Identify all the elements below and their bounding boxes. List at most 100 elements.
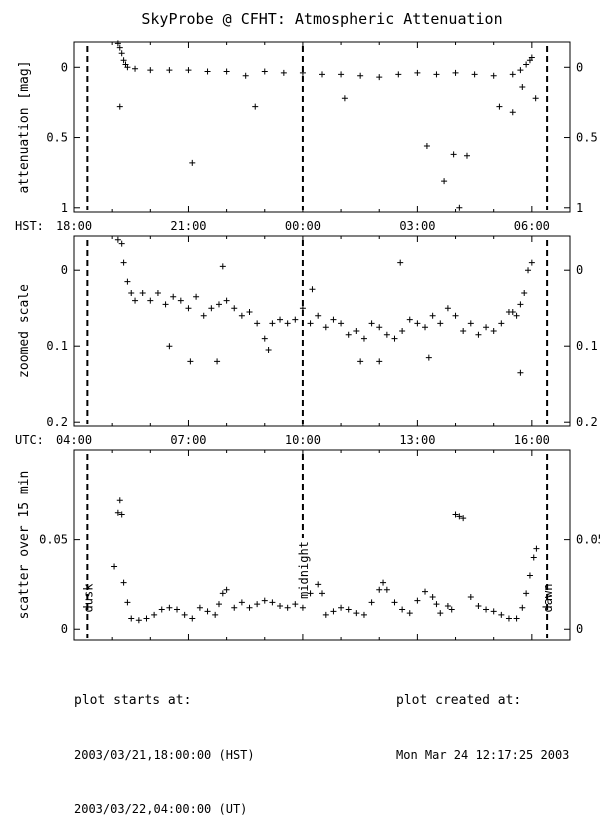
ytick-label-right: 0.5 xyxy=(576,131,598,145)
panel-scatter: 0 0 0.05 0.05 scatter over 15 min xyxy=(17,449,600,641)
hst-tick-label: 18:00 xyxy=(56,219,92,233)
data-point xyxy=(284,604,291,611)
data-point xyxy=(437,610,444,617)
data-point xyxy=(414,320,421,327)
ytick-label-right: 0 xyxy=(576,263,583,277)
data-point xyxy=(322,611,329,618)
plot-start-info: plot starts at: 2003/03/21,18:00:00 (HST… xyxy=(74,656,255,836)
utc-tick-label: 07:00 xyxy=(170,433,206,447)
data-point xyxy=(124,64,131,71)
data-point xyxy=(397,259,404,266)
data-point xyxy=(463,152,470,159)
data-point xyxy=(231,305,238,312)
ytick-label-left: 0.2 xyxy=(46,415,68,429)
ytick-label-right: 0.2 xyxy=(576,415,598,429)
data-point xyxy=(116,497,123,504)
utc-tick-label: 13:00 xyxy=(399,433,435,447)
hst-tick-label: 21:00 xyxy=(170,219,206,233)
data-point xyxy=(135,617,142,624)
data-point xyxy=(204,608,211,615)
data-point xyxy=(376,586,383,593)
data-point xyxy=(118,50,125,57)
data-point xyxy=(490,72,497,79)
ytick-label-right: 1 xyxy=(576,201,583,215)
data-point xyxy=(254,320,261,327)
data-point xyxy=(223,68,230,75)
ytick-label-left: 0.05 xyxy=(39,533,68,547)
data-point xyxy=(471,71,478,78)
data-point xyxy=(322,324,329,331)
data-point xyxy=(215,601,222,608)
data-point xyxy=(360,335,367,342)
data-point xyxy=(357,72,364,79)
plot-created-time: Mon Mar 24 12:17:25 2003 xyxy=(396,748,570,762)
data-point xyxy=(208,305,215,312)
data-point xyxy=(521,290,528,296)
data-point xyxy=(422,324,429,331)
data-point xyxy=(414,597,421,604)
data-point xyxy=(151,611,158,618)
data-point xyxy=(376,358,383,365)
ytick-label-left: 0 xyxy=(61,263,68,277)
data-point xyxy=(166,67,173,74)
data-point xyxy=(353,610,360,617)
ylabel-attenuation: attenuation [mag] xyxy=(17,60,32,193)
data-point xyxy=(368,599,375,606)
hst-axis-label: HST: xyxy=(15,219,44,233)
data-point xyxy=(120,57,127,64)
data-point xyxy=(193,293,200,300)
data-point xyxy=(269,599,276,606)
data-point xyxy=(120,259,127,266)
chart-title: SkyProbe @ CFHT: Atmospheric Attenuation xyxy=(141,10,502,28)
ytick-label-right: 0 xyxy=(576,622,583,636)
data-point xyxy=(422,588,429,595)
plot-start-header: plot starts at: xyxy=(74,693,192,708)
data-point xyxy=(483,606,490,613)
data-point xyxy=(444,602,451,609)
ylabel-scatter: scatter over 15 min xyxy=(17,471,32,620)
data-point xyxy=(425,354,432,361)
data-point xyxy=(528,54,535,61)
data-point xyxy=(128,615,135,622)
data-point xyxy=(307,320,314,327)
data-point xyxy=(284,320,291,327)
data-point xyxy=(189,615,196,622)
data-point xyxy=(513,615,520,622)
data-point xyxy=(158,606,165,613)
data-point xyxy=(517,369,524,376)
data-point xyxy=(429,312,436,319)
data-point xyxy=(315,312,322,319)
data-point xyxy=(254,601,261,608)
data-point xyxy=(223,586,230,593)
data-point xyxy=(498,611,505,618)
data-point xyxy=(277,316,284,323)
data-point xyxy=(452,69,459,76)
hst-tick-label: 03:00 xyxy=(399,219,435,233)
data-point xyxy=(452,312,459,319)
ytick-label-left: 0 xyxy=(61,60,68,74)
data-point xyxy=(423,142,430,149)
data-point xyxy=(114,509,121,516)
data-point xyxy=(315,581,322,588)
data-point xyxy=(223,297,230,304)
data-point xyxy=(330,608,337,615)
data-point xyxy=(132,65,139,72)
data-point xyxy=(174,606,181,613)
data-point xyxy=(299,305,306,312)
data-point xyxy=(528,259,535,266)
marker-label-dawn: dawn xyxy=(541,584,555,613)
data-point xyxy=(530,554,537,561)
data-point xyxy=(523,590,530,597)
data-point xyxy=(238,312,245,319)
utc-tick-label: 10:00 xyxy=(285,433,321,447)
data-point xyxy=(338,71,345,78)
data-point xyxy=(132,297,139,304)
data-point xyxy=(170,293,177,300)
data-point xyxy=(513,312,520,319)
hst-tick-label: 00:00 xyxy=(285,219,321,233)
data-point xyxy=(280,69,287,76)
ytick-label-left: 0.1 xyxy=(46,339,68,353)
data-point xyxy=(460,515,467,522)
ytick-label-left: 0 xyxy=(61,622,68,636)
data-point xyxy=(200,312,207,319)
